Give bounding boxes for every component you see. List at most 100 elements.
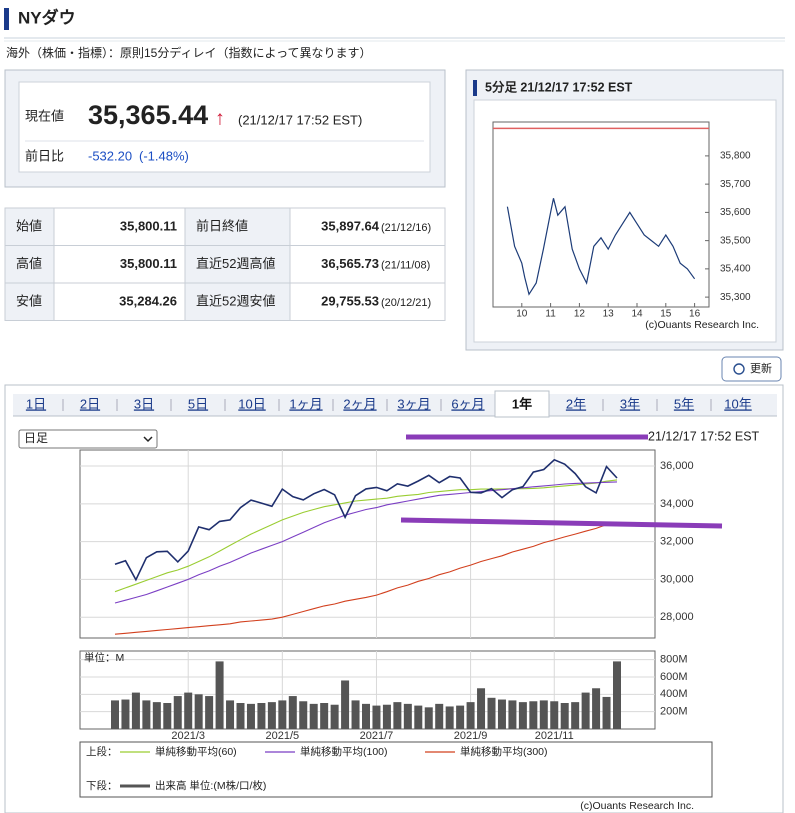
- active-tab: [494, 390, 550, 418]
- stat-label-cell: [184, 245, 291, 284]
- volume-bar: [393, 702, 402, 729]
- volume-bar: [592, 688, 601, 729]
- volume-bar: [257, 703, 266, 729]
- legend-entry: 単純移動平均(60): [155, 745, 237, 758]
- plot-frame: [492, 121, 710, 308]
- tab[interactable]: 1年: [512, 396, 532, 411]
- volume-bar: [456, 705, 465, 729]
- volume-bar: [529, 701, 538, 729]
- tab[interactable]: 10日: [238, 396, 265, 411]
- period-select[interactable]: [18, 429, 158, 449]
- x-tick-label: 13: [603, 309, 615, 320]
- volume-bar: [184, 692, 193, 729]
- x-tick-label: 2021/3: [171, 730, 205, 742]
- volume-bar: [131, 692, 140, 729]
- refresh-icon: [733, 363, 745, 375]
- volume-bar: [403, 703, 412, 729]
- volume-bar: [487, 697, 496, 729]
- volume-bar: [477, 688, 486, 729]
- stat-label: 始値: [16, 218, 42, 233]
- stat-value: 35,897.64: [321, 218, 380, 233]
- stat-value: 36,565.73: [321, 256, 379, 271]
- y-tick-label: 35,700: [720, 179, 751, 190]
- volume-bar: [581, 692, 590, 729]
- stat-label: 直近52週安値: [196, 293, 275, 308]
- notice: 海外（株価・指標）：原則15分ディレイ（指数によって異なります）: [6, 45, 372, 60]
- volume-bar: [341, 680, 350, 729]
- legend-box: [79, 741, 713, 798]
- price-line: [114, 458, 618, 582]
- current-label: 現在値: [25, 108, 64, 123]
- tab[interactable]: 2年: [566, 396, 586, 411]
- volume-bar: [602, 696, 611, 729]
- volume-bar: [173, 696, 182, 729]
- y-tick-label: 800M: [660, 654, 688, 666]
- stat-date: (21/12/16): [381, 222, 431, 234]
- legend-entry: 単純移動平均(300): [460, 745, 548, 758]
- volume-bar: [142, 700, 151, 729]
- refresh-label[interactable]: 更新: [750, 361, 772, 375]
- tab[interactable]: 3年: [620, 396, 640, 411]
- y-tick-label: 30,000: [660, 573, 694, 585]
- volume-bar: [539, 700, 548, 729]
- tab[interactable]: 6ヶ月: [451, 396, 484, 411]
- x-tick-label: 11: [545, 309, 556, 320]
- stat-label-cell: [4, 245, 55, 284]
- refresh-button[interactable]: [721, 356, 782, 382]
- change-pct: (-1.48%): [139, 148, 189, 163]
- volume-bar: [445, 706, 454, 729]
- x-tick-label: 12: [574, 309, 586, 320]
- tab[interactable]: 3ヶ月: [397, 396, 430, 411]
- change-label: 前日比: [25, 148, 64, 163]
- stat-value: 29,755.53: [321, 293, 379, 308]
- volume-bar: [560, 703, 569, 729]
- volume-bar: [267, 702, 276, 729]
- tab-bar: [13, 394, 777, 416]
- volume-bar: [424, 707, 433, 729]
- x-tick-label: 2021/7: [360, 730, 394, 742]
- stat-label: 安値: [16, 293, 42, 308]
- tab[interactable]: 1ヶ月: [289, 396, 322, 411]
- tab[interactable]: 2日: [80, 396, 100, 411]
- volume-bar: [613, 661, 621, 729]
- stat-label: 前日終値: [196, 218, 248, 233]
- intraday-title: 5分足 21/12/17 17:52 EST: [485, 79, 633, 94]
- volume-bar: [111, 700, 119, 729]
- volume-bar: [278, 700, 287, 729]
- daily-timestamp: 21/12/17 17:52 EST: [648, 429, 760, 443]
- x-tick-label: 15: [660, 309, 672, 320]
- title-bar: [4, 8, 9, 30]
- volume-bar: [236, 703, 245, 729]
- page-title: NYダウ: [18, 7, 76, 27]
- up-arrow: ↑: [215, 107, 225, 129]
- tab[interactable]: 5日: [188, 396, 208, 411]
- volume-bar: [152, 702, 161, 729]
- tab[interactable]: 3日: [134, 396, 154, 411]
- y-tick-label: 35,600: [720, 207, 751, 218]
- y-tick-label: 400M: [660, 688, 688, 700]
- change-value: -532.20: [88, 148, 132, 163]
- volume-bar: [320, 703, 329, 729]
- intraday-credit: (c)Ouants Research Inc.: [645, 319, 759, 331]
- stat-value: 35,284.26: [119, 293, 177, 308]
- x-tick-label: 2021/11: [535, 730, 574, 742]
- legend-entry: 単純移動平均(100): [300, 745, 388, 758]
- tab[interactable]: 2ヶ月: [343, 396, 376, 411]
- y-tick-label: 32,000: [660, 536, 694, 548]
- volume-bar: [299, 701, 308, 729]
- stat-label: 高値: [16, 256, 42, 271]
- y-tick-label: 35,800: [720, 151, 751, 162]
- intraday-line: [506, 198, 696, 296]
- stat-label-cell: [4, 282, 55, 321]
- tab[interactable]: 1日: [26, 396, 46, 411]
- tab[interactable]: 5年: [674, 396, 694, 411]
- y-tick-label: 34,000: [660, 498, 694, 510]
- volume-bar: [163, 703, 172, 729]
- x-tick-label: 2021/9: [454, 730, 488, 742]
- select-arrow: [143, 436, 153, 443]
- period-select-label[interactable]: 日足: [24, 431, 48, 445]
- tab[interactable]: 10年: [724, 396, 751, 411]
- moving-average: [114, 521, 618, 635]
- current-value: 35,365.44: [88, 100, 208, 130]
